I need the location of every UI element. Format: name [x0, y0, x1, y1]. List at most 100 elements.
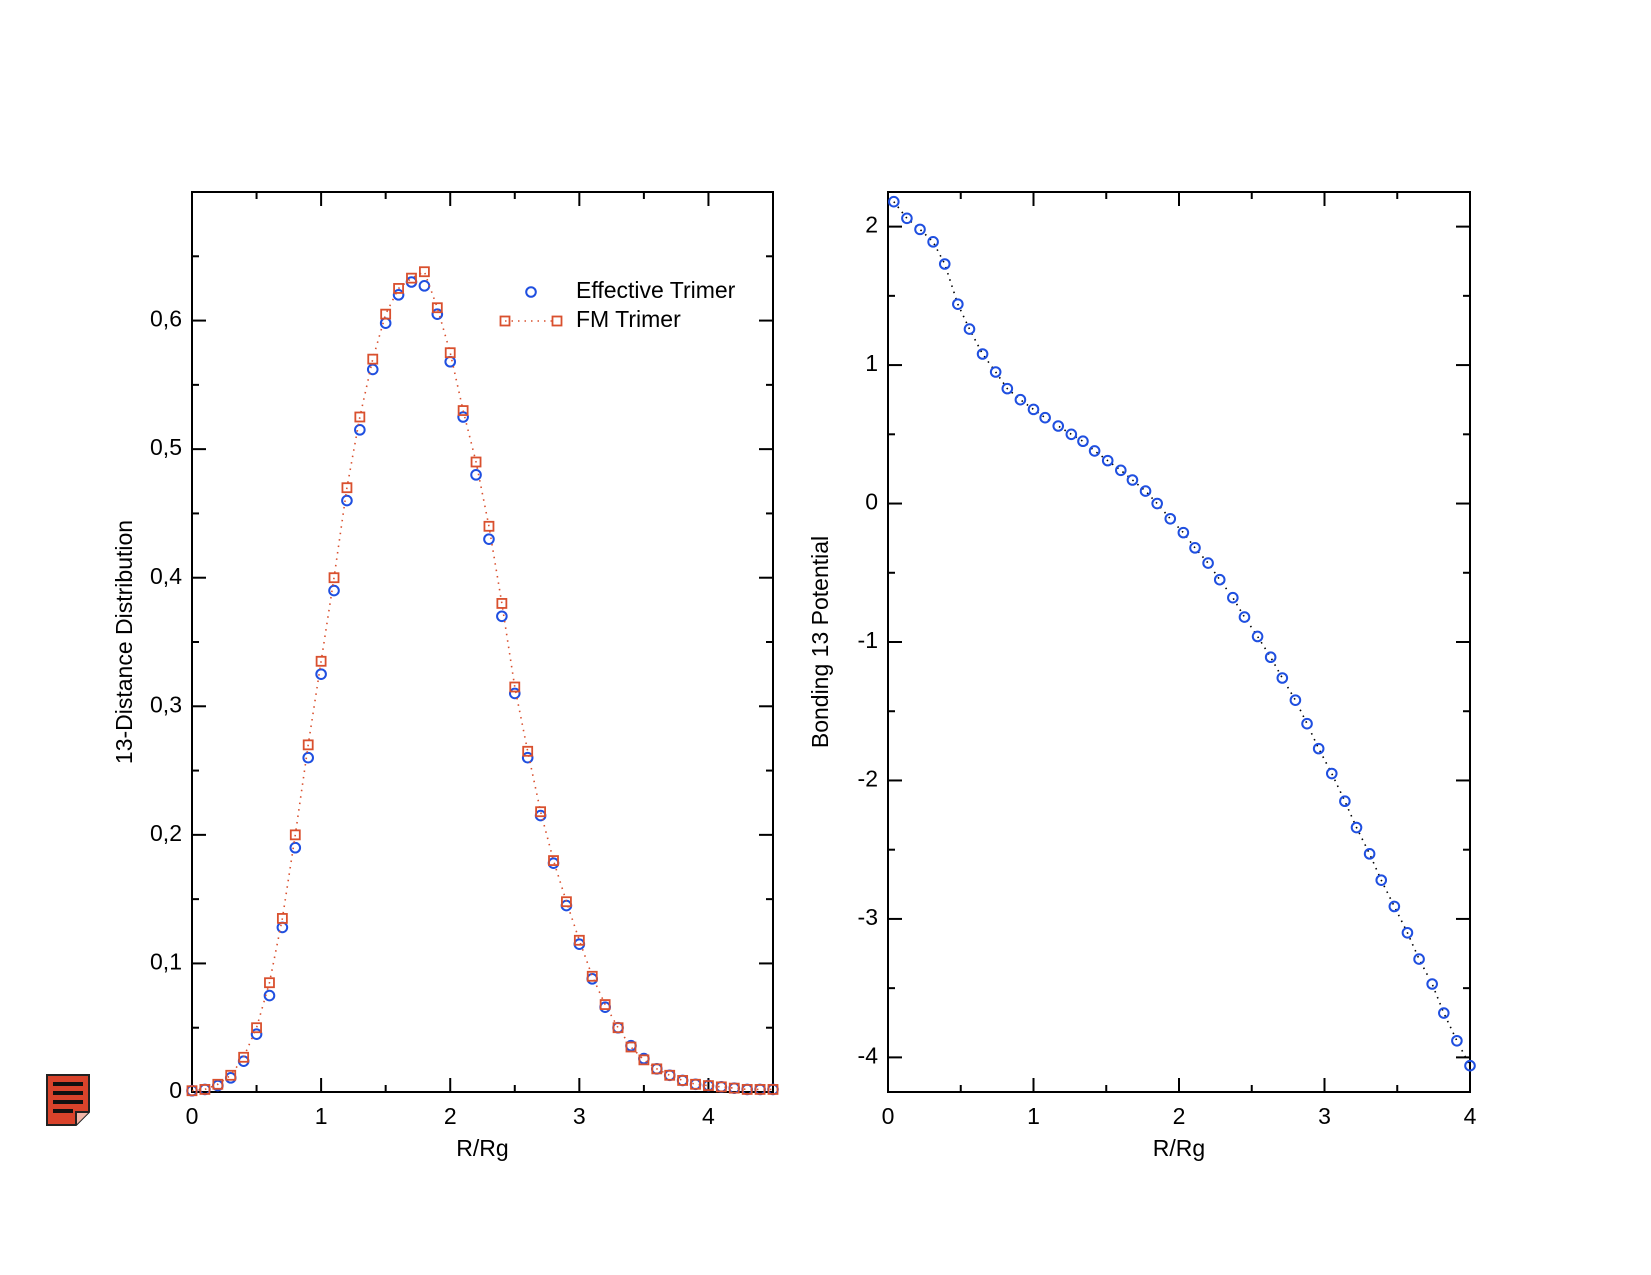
marker — [224, 1072, 237, 1084]
marker — [225, 1069, 237, 1081]
marker — [444, 347, 456, 359]
marker — [521, 751, 534, 764]
marker — [1126, 474, 1139, 486]
marker — [444, 355, 457, 368]
marker — [1052, 420, 1065, 432]
marker — [690, 1078, 701, 1090]
y-axis-label: 13-Distance Distribution — [111, 520, 137, 764]
marker — [989, 366, 1002, 378]
marker — [573, 934, 585, 946]
marker — [612, 1022, 624, 1034]
series-line — [893, 201, 1471, 1067]
marker — [1139, 485, 1152, 497]
marker — [264, 977, 275, 989]
marker — [392, 289, 405, 301]
marker — [1101, 454, 1114, 467]
y-tick-label: -4 — [858, 1042, 879, 1068]
marker — [715, 1081, 727, 1093]
marker — [470, 469, 482, 481]
marker — [676, 1074, 689, 1087]
marker — [938, 258, 951, 270]
marker — [1115, 464, 1127, 477]
marker — [212, 1078, 224, 1090]
marker — [901, 212, 913, 225]
y-tick-label: 0,2 — [150, 820, 182, 846]
x-tick-label: 4 — [1464, 1103, 1477, 1129]
marker — [1464, 1059, 1476, 1072]
y-tick-label: -2 — [858, 766, 878, 792]
marker — [366, 363, 379, 376]
marker — [1350, 821, 1363, 834]
marker — [354, 411, 366, 423]
marker — [976, 348, 989, 360]
marker — [728, 1082, 740, 1094]
y-tick-label: -1 — [858, 627, 878, 653]
marker — [470, 456, 482, 468]
y-tick-label: 0,6 — [150, 306, 182, 332]
x-tick-label: 3 — [1318, 1103, 1331, 1129]
marker — [612, 1021, 624, 1034]
series-line — [191, 270, 773, 1092]
marker — [767, 1084, 779, 1095]
marker — [638, 1054, 650, 1066]
marker — [586, 973, 599, 985]
marker — [328, 572, 340, 584]
marker — [380, 308, 392, 320]
marker — [1202, 557, 1214, 569]
marker — [263, 989, 276, 1002]
legend-label: FM Trimer — [576, 306, 681, 332]
x-axis-label: R/Rg — [456, 1135, 508, 1161]
y-tick-label: 0 — [169, 1077, 182, 1103]
marker — [1001, 382, 1014, 395]
marker — [1451, 1034, 1463, 1047]
legend-marker — [551, 315, 563, 327]
marker — [289, 829, 301, 841]
marker — [1438, 1007, 1450, 1019]
marker — [418, 280, 431, 292]
y-tick-label: 0,4 — [150, 563, 182, 589]
marker — [1014, 393, 1027, 406]
marker — [393, 283, 404, 294]
marker — [276, 913, 288, 924]
marker — [664, 1069, 676, 1081]
legend-label: Effective Trimer — [576, 277, 736, 303]
marker — [599, 999, 611, 1010]
marker — [457, 411, 469, 423]
y-tick-label: 0,3 — [150, 691, 182, 717]
marker — [1164, 512, 1177, 525]
y-tick-label: 2 — [865, 212, 878, 238]
marker — [1251, 630, 1264, 643]
marker — [1312, 742, 1325, 755]
marker — [1177, 526, 1190, 539]
marker — [888, 195, 900, 208]
y-tick-label: -3 — [858, 904, 878, 930]
legend-marker — [525, 286, 537, 298]
x-tick-label: 3 — [573, 1103, 586, 1129]
marker — [496, 598, 508, 609]
x-tick-label: 0 — [186, 1103, 199, 1129]
marker — [1426, 978, 1438, 990]
marker — [1264, 651, 1277, 664]
marker — [561, 896, 572, 908]
marker — [1325, 767, 1338, 780]
marker — [651, 1063, 663, 1075]
marker — [1413, 953, 1425, 965]
marker — [354, 424, 366, 436]
marker — [483, 520, 495, 532]
marker — [483, 533, 495, 545]
legend-marker — [499, 315, 511, 327]
marker — [367, 353, 379, 365]
marker — [548, 855, 559, 866]
marker — [289, 841, 302, 854]
marker — [927, 236, 939, 248]
x-tick-label: 2 — [444, 1103, 457, 1129]
marker — [1388, 900, 1401, 913]
marker — [251, 1022, 262, 1034]
marker — [1301, 717, 1313, 730]
marker — [914, 223, 926, 236]
marker — [1077, 435, 1089, 448]
marker — [406, 272, 417, 284]
marker — [302, 739, 314, 751]
marker — [1151, 497, 1163, 510]
